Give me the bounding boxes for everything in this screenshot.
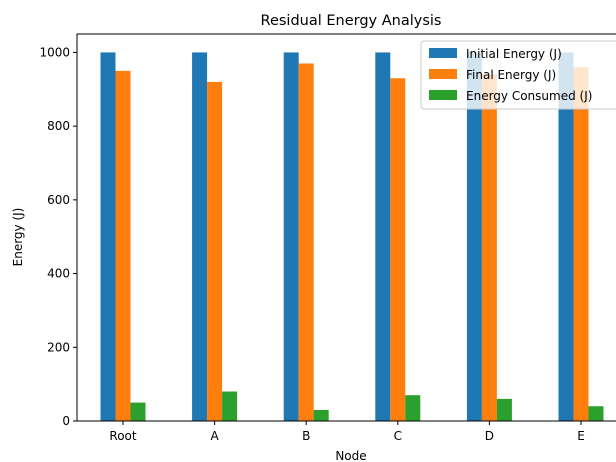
chart-title: Residual Energy Analysis	[261, 13, 442, 29]
bar-root-series-1	[100, 52, 116, 422]
bar-e-series-3	[588, 406, 604, 421]
legend-label: Energy Consumed (J)	[466, 89, 592, 103]
x-tick-label: B	[302, 429, 310, 443]
bar-d-series-2	[481, 74, 497, 422]
x-tick-label: C	[394, 429, 402, 443]
legend-swatch	[429, 90, 457, 100]
y-tick-label: 1000	[39, 45, 70, 59]
bar-a-series-3	[222, 391, 238, 421]
bars-group	[100, 52, 604, 422]
plot-frame	[76, 33, 616, 422]
x-tick-label: D	[485, 429, 494, 443]
axes-group	[76, 33, 616, 422]
y-ticks-group: 0 200 400 600 800 1000	[39, 45, 77, 428]
legend-label: Initial Energy (J)	[466, 47, 562, 61]
bar-b-series-2	[298, 63, 314, 421]
legend-swatch	[429, 48, 457, 58]
x-axis-label: Node	[335, 449, 366, 462]
legend-swatch	[429, 69, 457, 79]
y-tick-label: 0	[62, 414, 70, 428]
bar-root-series-3	[130, 402, 146, 421]
bar-d-series-3	[496, 398, 512, 421]
x-tick-label: Root	[109, 429, 136, 443]
bar-e-series-2	[573, 67, 589, 422]
bar-b-series-1	[283, 52, 299, 422]
y-axis-label: Energy (J)	[11, 208, 25, 267]
x-tick-label: A	[210, 429, 219, 443]
x-ticks-group: Root A B C D E	[109, 421, 585, 443]
bar-c-series-2	[390, 78, 406, 421]
bar-a-series-2	[207, 81, 223, 422]
y-tick-label: 200	[47, 340, 70, 354]
bar-c-series-1	[375, 52, 391, 422]
bar-e-series-1	[558, 52, 574, 422]
bar-a-series-1	[192, 52, 208, 422]
bar-root-series-2	[115, 70, 131, 421]
bar-d-series-1	[466, 52, 482, 422]
bar-c-series-3	[405, 395, 421, 421]
legend: Initial Energy (J) Final Energy (J) Energy…	[420, 40, 616, 110]
x-tick-label: E	[577, 429, 585, 443]
legend-label: Final Energy (J)	[466, 68, 556, 82]
y-tick-label: 600	[47, 193, 70, 207]
legend-box	[420, 40, 616, 110]
y-tick-label: 800	[47, 119, 70, 133]
bar-b-series-3	[313, 409, 329, 421]
y-tick-label: 400	[47, 267, 70, 281]
